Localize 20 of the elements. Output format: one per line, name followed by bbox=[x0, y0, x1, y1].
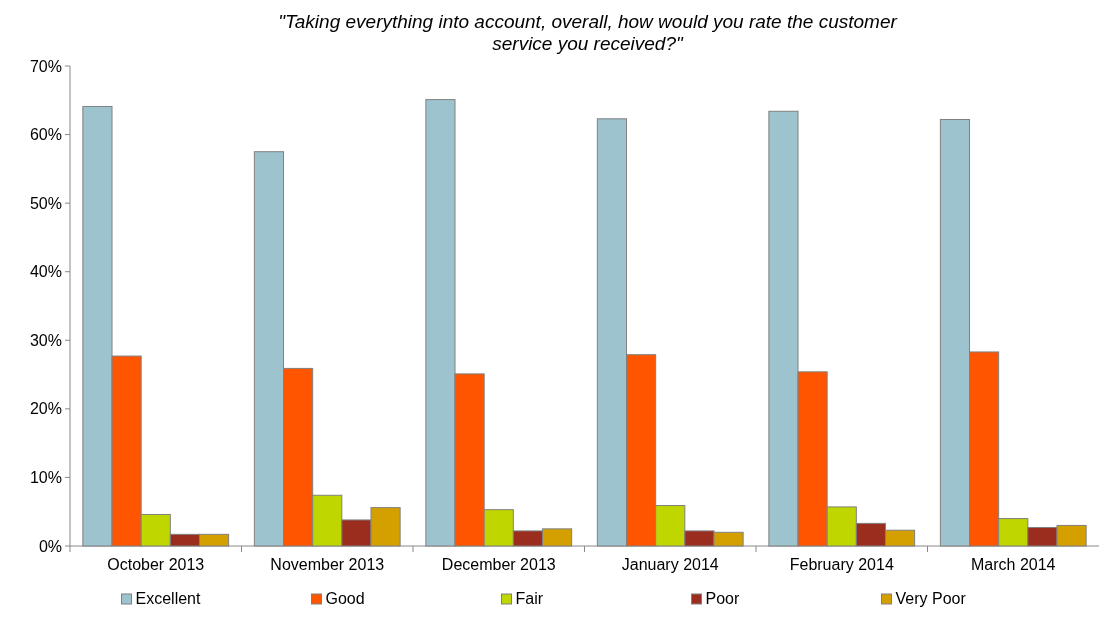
legend-label: Poor bbox=[705, 590, 740, 607]
x-tick-label: December 2013 bbox=[441, 556, 556, 573]
legend-label: Good bbox=[325, 590, 365, 607]
x-tick-label: March 2014 bbox=[971, 556, 1056, 573]
chart-title: "Taking everything into account, overall, how would you rate the customer service you received?" bbox=[278, 11, 898, 54]
y-tick-label: 40% bbox=[29, 263, 62, 281]
legend-label: Very Poor bbox=[895, 590, 967, 607]
y-tick-label: 30% bbox=[29, 331, 62, 349]
y-tick-label: 60% bbox=[29, 126, 62, 144]
y-tick-label: 50% bbox=[29, 194, 62, 212]
y-tick-label: 0% bbox=[38, 537, 62, 555]
y-tick-label: 10% bbox=[29, 469, 62, 487]
y-tick-label: 70% bbox=[29, 57, 62, 75]
y-tick-label: 20% bbox=[29, 400, 62, 418]
x-tick-label: January 2014 bbox=[621, 556, 719, 573]
legend-label: Excellent bbox=[135, 590, 201, 607]
legend-label: Fair bbox=[515, 590, 544, 607]
x-tick-label: February 2014 bbox=[789, 556, 894, 573]
x-tick-label: October 2013 bbox=[107, 556, 205, 573]
x-tick-label: November 2013 bbox=[270, 556, 385, 573]
